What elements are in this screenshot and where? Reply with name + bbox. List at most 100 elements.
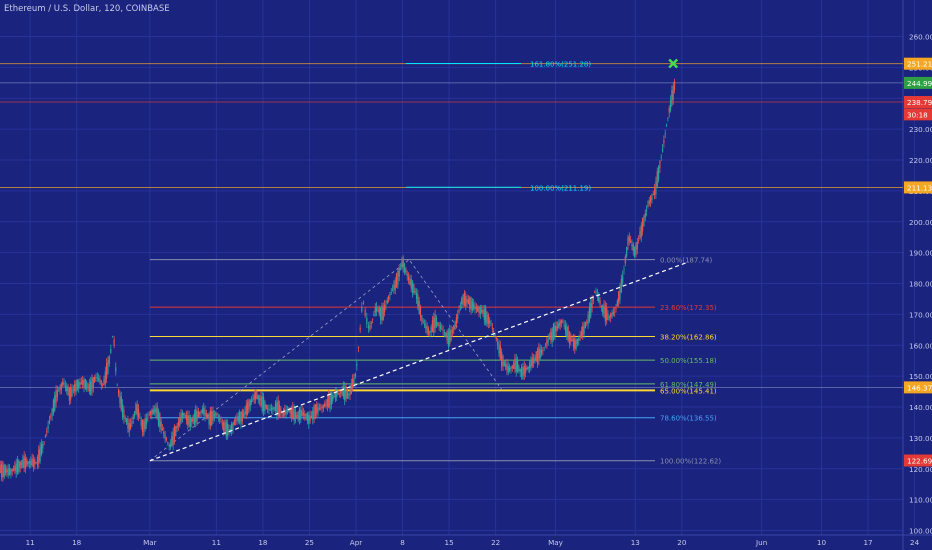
candle-body: [98, 378, 100, 380]
candle-body: [46, 431, 48, 433]
candle-body: [183, 412, 185, 416]
candle-body: [48, 420, 51, 424]
price-badge: [904, 181, 932, 194]
candle-body: [292, 405, 294, 420]
candle-body: [2, 461, 4, 477]
candle-body: [442, 330, 444, 332]
price-badge: [904, 76, 932, 89]
candle-body: [191, 418, 193, 423]
candle-body: [631, 243, 633, 247]
candle-body: [4, 467, 7, 474]
candle-body: [135, 404, 137, 414]
candle-body: [149, 411, 152, 415]
candle-body: [628, 236, 630, 242]
candle-body: [95, 376, 97, 378]
candle-body: [610, 313, 612, 318]
candle-body: [321, 406, 323, 409]
candle-body: [627, 237, 629, 246]
candle-body: [426, 326, 428, 333]
candle-body: [479, 307, 481, 315]
candle-body: [305, 414, 307, 420]
candle-body: [232, 422, 234, 430]
candle-body: [254, 392, 257, 400]
candle-body: [536, 349, 539, 364]
candle-body: [83, 379, 85, 388]
candle-body: [570, 335, 572, 342]
candle-body: [247, 402, 249, 415]
candle-body: [181, 412, 184, 418]
candle-body: [70, 386, 72, 400]
candle-body: [167, 442, 169, 444]
candle-body: [518, 366, 520, 372]
candle-body: [20, 463, 23, 465]
candle-body: [530, 360, 532, 369]
candle-body: [209, 410, 211, 426]
candle-body: [350, 383, 352, 394]
price-badge-label: 146.37: [907, 383, 932, 392]
candle-body: [219, 418, 221, 421]
candle-body: [430, 326, 432, 333]
candle-body: [651, 194, 653, 201]
candle-body: [52, 399, 55, 413]
candle-body: [383, 304, 386, 313]
time-axis-tick: 18: [258, 538, 268, 547]
candle-body: [509, 367, 511, 371]
candle-body: [451, 329, 454, 333]
candle-body: [649, 196, 652, 203]
candle-body: [42, 443, 44, 449]
candle-body: [349, 388, 351, 396]
candle-body: [322, 404, 325, 409]
candle-body: [55, 389, 57, 403]
candle-body: [141, 419, 144, 432]
candle-body: [220, 421, 222, 423]
candle-body: [382, 306, 384, 320]
candle-body: [669, 99, 672, 111]
candle-body: [157, 409, 160, 426]
candle-body: [462, 294, 464, 306]
candle-body: [483, 309, 485, 321]
candle-body: [385, 304, 387, 306]
candle-body: [260, 395, 262, 406]
candle-body: [113, 339, 115, 346]
candle-body: [359, 327, 361, 331]
candle-body: [647, 205, 649, 207]
candle-body: [531, 357, 533, 367]
candle-body: [68, 387, 70, 401]
candle-body: [310, 415, 313, 418]
candle-body: [485, 307, 487, 323]
candle-body: [82, 380, 84, 385]
candle-body: [403, 263, 406, 273]
candle-body: [249, 400, 251, 407]
candle-body: [79, 382, 81, 386]
candle-body: [298, 408, 301, 420]
candle-body: [394, 280, 396, 291]
candle-body: [415, 292, 418, 300]
candle-body: [96, 377, 98, 378]
candle-body: [121, 404, 124, 418]
candle-body: [284, 408, 286, 416]
candle-body: [465, 296, 467, 306]
candle-body: [623, 269, 625, 271]
candle-body: [125, 418, 128, 425]
candle-body: [474, 306, 476, 309]
price-axis-tick: 110.00: [909, 496, 932, 505]
candle-body: [277, 400, 279, 416]
candle-body: [602, 305, 604, 314]
candle-body: [261, 396, 263, 412]
candle-body: [252, 398, 254, 401]
candle-body: [54, 395, 56, 411]
candle-body: [318, 408, 321, 410]
candle-body: [3, 465, 5, 478]
candle-body: [523, 365, 525, 376]
candle-body: [250, 399, 253, 403]
candle-body: [659, 161, 661, 169]
candle-body: [132, 416, 134, 419]
price-badge: [904, 108, 932, 121]
candle-body: [340, 391, 342, 394]
candle-body: [389, 293, 391, 296]
candle-body: [386, 299, 388, 304]
candle-body: [300, 409, 302, 420]
candle-body: [288, 409, 290, 412]
